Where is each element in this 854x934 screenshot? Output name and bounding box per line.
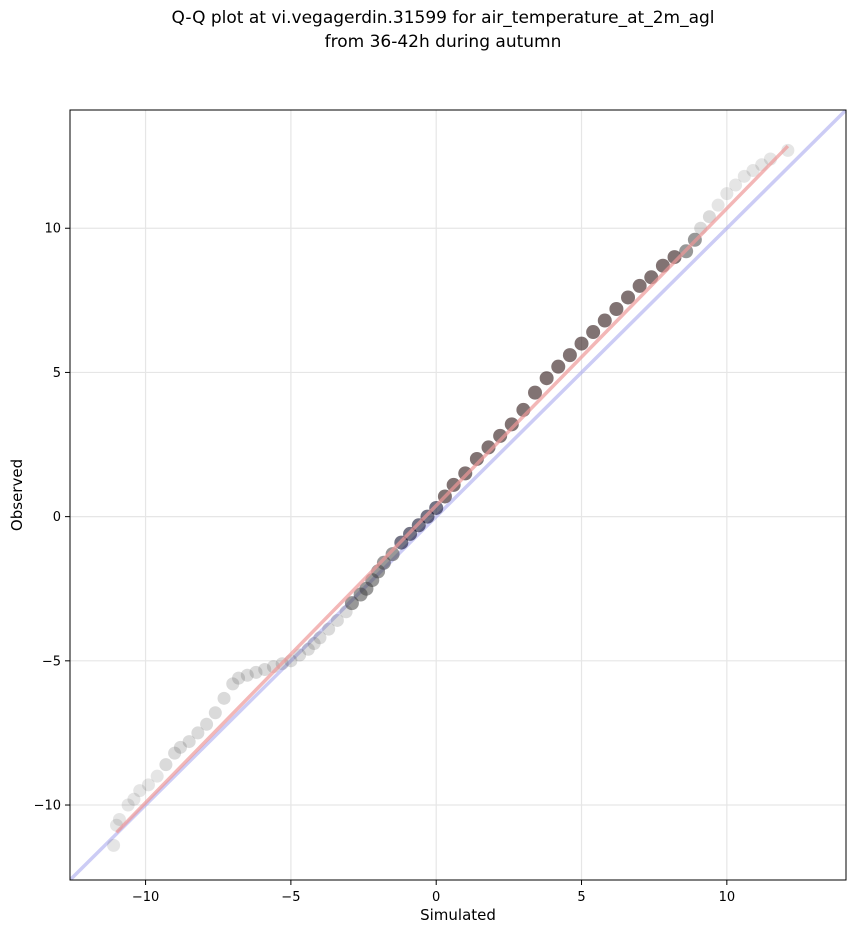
y-axis-label: Observed — [8, 459, 26, 531]
quantile-point — [133, 784, 147, 798]
quantile-point — [217, 691, 231, 705]
y-tick-label: 5 — [53, 366, 61, 381]
quantile-point — [609, 301, 624, 316]
quantile-point — [150, 769, 164, 783]
quantile-point — [107, 838, 121, 852]
quantile-point — [200, 717, 214, 731]
quantile-point — [562, 348, 577, 363]
quantile-point — [330, 613, 344, 627]
quantile-point — [632, 278, 647, 293]
quantile-point — [226, 677, 240, 691]
y-tick-label: 0 — [53, 510, 61, 525]
one-to-one-reference-line — [70, 110, 846, 880]
y-tick-label: −5 — [42, 654, 61, 669]
quantile-point — [313, 631, 327, 645]
quantile-point — [729, 178, 743, 192]
quantile-point — [539, 371, 554, 386]
quantile-point — [344, 596, 359, 611]
x-tick-label: 10 — [719, 890, 736, 905]
quantile-point — [528, 385, 543, 400]
quantile-point — [112, 812, 126, 826]
x-axis-label: Simulated — [420, 906, 496, 924]
quantile-point — [376, 555, 391, 570]
quantile-point — [168, 746, 182, 760]
y-tick-label: 10 — [44, 222, 61, 237]
quantile-point — [322, 622, 336, 636]
quantile-point — [702, 210, 716, 224]
quantile-point — [182, 735, 196, 749]
quantile-point — [586, 325, 601, 340]
regression-fit-line — [115, 144, 790, 834]
chart-title-line-1: Q-Q plot at vi.vegagerdin.31599 for air_… — [171, 8, 714, 28]
quantile-point — [232, 671, 246, 685]
quantile-point — [746, 164, 760, 178]
quantile-point — [551, 359, 566, 374]
plot-frame — [69, 109, 847, 881]
quantile-point — [127, 792, 141, 806]
quantile-point — [191, 726, 205, 740]
grid — [70, 110, 846, 880]
quantile-point — [574, 336, 589, 351]
quantile-points — [107, 143, 795, 852]
quantile-point — [385, 547, 400, 562]
axis-ticks: −10 −5 0 5 10 −10 −5 0 5 10 — [34, 222, 736, 905]
quantile-point — [121, 798, 135, 812]
chart-title-line-2: from 36-42h during autumn — [325, 32, 562, 52]
y-tick-label: −10 — [34, 799, 61, 814]
quantile-point — [621, 290, 636, 305]
quantile-point — [711, 198, 725, 212]
quantile-point — [249, 665, 263, 679]
quantile-point — [307, 637, 321, 651]
quantile-point — [208, 706, 222, 720]
quantile-point — [504, 417, 519, 432]
quantile-point — [737, 169, 751, 183]
quantile-point — [493, 428, 508, 443]
quantile-point — [258, 662, 272, 676]
x-tick-label: 5 — [577, 890, 585, 905]
quantile-point — [159, 758, 173, 772]
quantile-point — [446, 477, 461, 492]
x-tick-label: −5 — [281, 890, 300, 905]
quantile-point — [141, 778, 155, 792]
quantile-point — [301, 642, 315, 656]
quantile-point — [597, 313, 612, 328]
quantile-point — [720, 187, 734, 201]
plot-area — [70, 110, 846, 880]
quantile-point — [173, 740, 187, 754]
x-tick-label: 0 — [432, 890, 440, 905]
x-tick-label: −10 — [132, 890, 159, 905]
quantile-point — [293, 648, 307, 662]
quantile-point — [240, 668, 254, 682]
